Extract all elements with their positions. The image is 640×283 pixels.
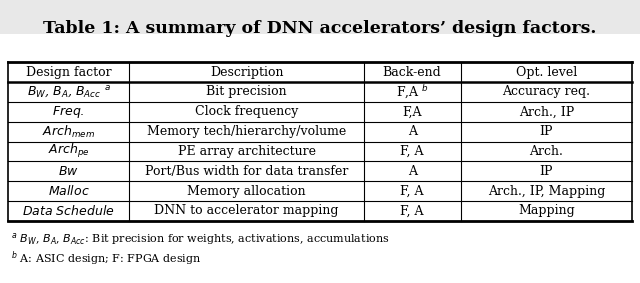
Text: Design factor: Design factor <box>26 66 111 79</box>
Text: Accuracy req.: Accuracy req. <box>502 85 591 98</box>
Text: Bit precision: Bit precision <box>206 85 287 98</box>
Text: IP: IP <box>540 165 553 178</box>
Text: A: A <box>408 125 417 138</box>
Text: Memory allocation: Memory allocation <box>188 185 306 198</box>
Text: Back-end: Back-end <box>383 66 442 79</box>
Text: F, A: F, A <box>401 204 424 217</box>
Text: $Freq.$: $Freq.$ <box>52 104 85 120</box>
Text: Arch.: Arch. <box>529 145 563 158</box>
Text: F, A: F, A <box>401 145 424 158</box>
Text: Port/Bus width for data transfer: Port/Bus width for data transfer <box>145 165 348 178</box>
Text: Description: Description <box>210 66 284 79</box>
Text: $Arch_{pe}$: $Arch_{pe}$ <box>48 142 90 160</box>
Text: Clock frequency: Clock frequency <box>195 105 298 118</box>
Text: F,A $^b$: F,A $^b$ <box>396 83 429 101</box>
Text: F,A: F,A <box>403 105 422 118</box>
Text: Mapping: Mapping <box>518 204 575 217</box>
Text: $^a$ $B_W$, $B_A$, $B_{Acc}$: Bit precision for weights, activations, accumulati: $^a$ $B_W$, $B_A$, $B_{Acc}$: Bit precis… <box>11 231 390 247</box>
Text: $B_W$, $B_A$, $B_{Acc}$ $^a$: $B_W$, $B_A$, $B_{Acc}$ $^a$ <box>27 84 111 100</box>
Text: $Malloc$: $Malloc$ <box>48 184 90 198</box>
Text: $^b$ A: ASIC design; F: FPGA design: $^b$ A: ASIC design; F: FPGA design <box>11 250 202 268</box>
Text: PE array architecture: PE array architecture <box>178 145 316 158</box>
Text: Opt. level: Opt. level <box>516 66 577 79</box>
Text: Table 1: A summary of DNN accelerators’ design factors.: Table 1: A summary of DNN accelerators’ … <box>44 20 596 37</box>
Text: DNN to accelerator mapping: DNN to accelerator mapping <box>154 204 339 217</box>
Text: $Arch_{mem}$: $Arch_{mem}$ <box>42 124 95 140</box>
Text: $Data\ Schedule$: $Data\ Schedule$ <box>22 204 115 218</box>
Text: F, A: F, A <box>401 185 424 198</box>
Text: A: A <box>408 165 417 178</box>
Text: IP: IP <box>540 125 553 138</box>
Text: Arch., IP: Arch., IP <box>519 105 574 118</box>
Text: Arch., IP, Mapping: Arch., IP, Mapping <box>488 185 605 198</box>
Text: $Bw$: $Bw$ <box>58 165 79 178</box>
Text: Memory tech/hierarchy/volume: Memory tech/hierarchy/volume <box>147 125 346 138</box>
